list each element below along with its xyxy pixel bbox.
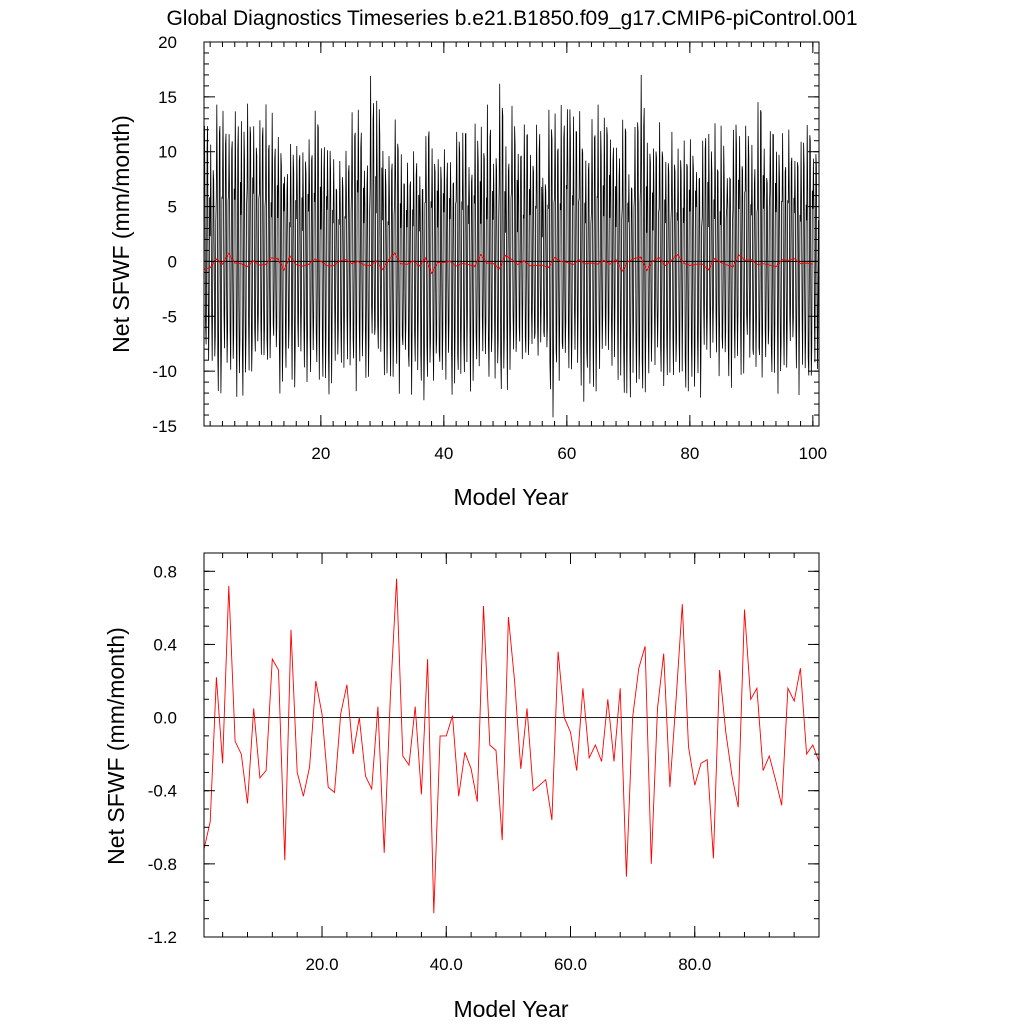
top-chart-ytick-label: 5 — [168, 198, 177, 217]
top-chart-ytick-label: -5 — [162, 307, 177, 326]
top-chart-xtick-label: 100 — [799, 444, 827, 463]
top-chart-ytick-label: 20 — [158, 33, 177, 52]
top-chart-series-layer — [203, 74, 819, 418]
bottom-chart-annual-series — [203, 578, 820, 914]
top-chart-xlabel: Model Year — [453, 484, 568, 510]
top-chart-annual-series — [203, 252, 813, 275]
bottom-chart-ytick-label: 0.0 — [153, 709, 177, 728]
bottom-chart-ytick-label: -0.8 — [148, 855, 177, 874]
bottom-chart-xlabel: Model Year — [453, 996, 568, 1022]
top-chart-xtick-label: 60 — [557, 444, 576, 463]
top-chart-ytick-label: -10 — [152, 362, 177, 381]
bottom-chart-ytick-label: -0.4 — [148, 782, 177, 801]
bottom-chart-ylabel: Net SFWF (mm/month) — [103, 627, 129, 865]
bottom-chart-xtick-label: 60.0 — [554, 955, 587, 974]
top-chart-xtick-label: 40 — [434, 444, 453, 463]
bottom-chart-ticks: 20.0 40.0 60.0 80.0 -1.2 -0.8 -0.4 0.0 0.4 0.8 — [148, 552, 820, 974]
top-chart-ytick-label: 0 — [168, 252, 177, 271]
top-chart-xtick-label: 80 — [680, 444, 699, 463]
top-chart-monthly-series — [203, 74, 819, 418]
top-chart-xtick-label: 20 — [311, 444, 330, 463]
top-chart: 20 40 60 80 100 -15 -10 -5 0 5 10 15 20 Model Year N… — [108, 33, 827, 510]
bottom-chart-xtick-label: 40.0 — [430, 955, 463, 974]
bottom-chart-xtick-label: 80.0 — [678, 955, 711, 974]
top-chart-ytick-label: 10 — [158, 143, 177, 162]
top-chart-ylabel: Net SFWF (mm/month) — [108, 115, 134, 353]
bottom-chart-frame — [203, 552, 820, 938]
top-chart-ytick-label: -15 — [152, 417, 177, 436]
top-chart-ticks: 20 40 60 80 100 -15 -10 -5 0 5 10 15 20 — [152, 33, 827, 463]
bottom-chart-ytick-label: -1.2 — [148, 928, 177, 947]
figure-title: Global Diagnostics Timeseries b.e21.B185… — [166, 7, 857, 30]
bottom-chart-ytick-label: 0.4 — [153, 635, 177, 654]
bottom-chart-xtick-label: 20.0 — [305, 955, 338, 974]
bottom-chart-series-layer — [203, 578, 820, 914]
bottom-chart: 20.0 40.0 60.0 80.0 -1.2 -0.8 -0.4 0.0 0.4 0.8 Mo… — [103, 552, 820, 1022]
top-chart-ytick-label: 15 — [158, 88, 177, 107]
top-chart-frame — [203, 41, 820, 427]
bottom-chart-ytick-label: 0.8 — [153, 562, 177, 581]
